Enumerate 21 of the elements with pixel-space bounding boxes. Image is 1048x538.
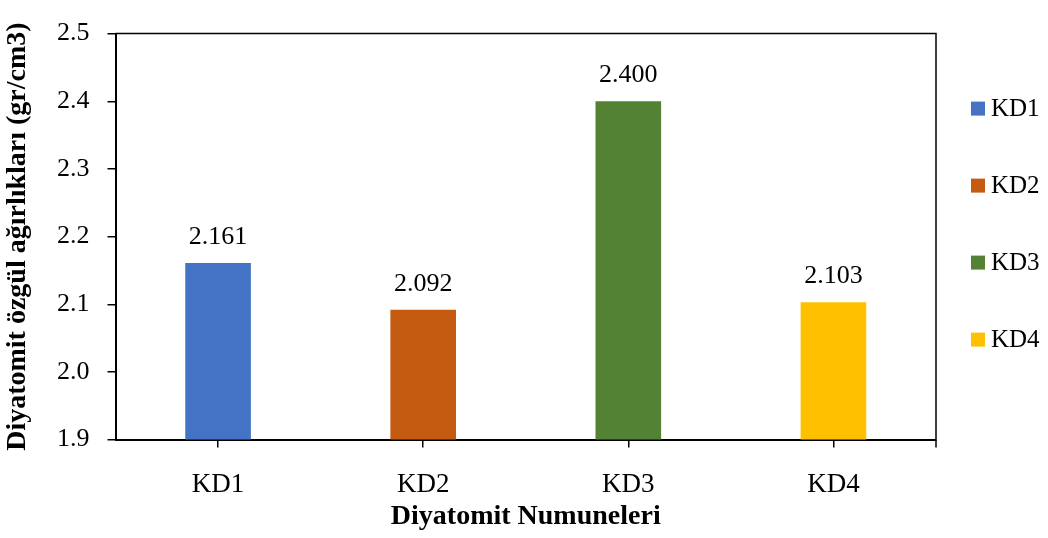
- legend-label: KD1: [991, 94, 1040, 122]
- data-label: 2.103: [804, 260, 863, 290]
- x-tick-label: KD4: [807, 467, 861, 498]
- x-tick-label: KD3: [602, 467, 655, 498]
- y-tick-label: 2.0: [57, 355, 90, 385]
- x-tick-label: KD1: [191, 467, 245, 498]
- legend-label: KD2: [991, 171, 1040, 199]
- data-label: 2.161: [188, 220, 248, 250]
- x-axis-title: Diyatomit Numuneleri: [390, 499, 661, 531]
- y-tick-label: 2.5: [57, 17, 90, 47]
- y-tick-label: 2.1: [57, 288, 90, 318]
- data-label: 2.092: [393, 267, 453, 297]
- legend-label: KD3: [991, 248, 1040, 276]
- y-tick-label: 2.3: [57, 152, 90, 182]
- y-axis-title: Diyatomit özgül ağırlıkları (gr/cm3): [0, 22, 32, 451]
- data-label: 2.400: [599, 59, 658, 89]
- legend-label: KD4: [991, 325, 1041, 353]
- x-tick-label: KD2: [396, 467, 450, 498]
- y-tick-label: 2.4: [57, 85, 90, 115]
- y-tick-label: 2.2: [57, 220, 90, 250]
- y-tick-label: 1.9: [57, 423, 90, 453]
